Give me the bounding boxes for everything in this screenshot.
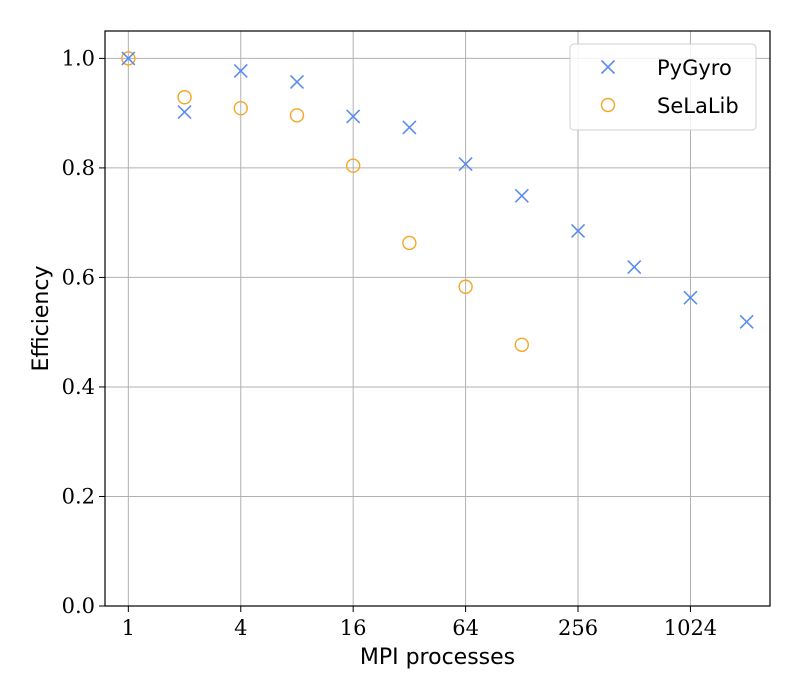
y-tick-label: 0.6 bbox=[62, 265, 95, 289]
legend: PyGyro SeLaLib bbox=[569, 43, 757, 131]
selalib-point bbox=[233, 101, 248, 116]
y-tick-label: 0.2 bbox=[62, 484, 95, 508]
pygyro-point bbox=[177, 104, 192, 120]
pygyro-point bbox=[514, 188, 529, 203]
pygyro-point bbox=[233, 63, 248, 79]
legend-selalib-marker bbox=[600, 97, 616, 113]
legend-pygyro-marker bbox=[600, 59, 616, 75]
x-tick-label: 16 bbox=[340, 616, 367, 640]
pygyro-point bbox=[683, 290, 698, 305]
x-tick-label: 64 bbox=[452, 616, 479, 640]
pygyro-point bbox=[570, 223, 586, 238]
y-axis-title: Efficiency bbox=[29, 266, 54, 372]
selalib-point bbox=[177, 90, 192, 105]
selalib-point bbox=[121, 51, 136, 66]
legend-pygyro-label: PyGyro bbox=[657, 56, 732, 80]
pygyro-point bbox=[739, 314, 754, 329]
selalib-point bbox=[402, 235, 417, 251]
data-marks bbox=[121, 51, 754, 352]
pygyro-point bbox=[627, 259, 642, 275]
x-tick-label: 1024 bbox=[664, 616, 717, 640]
selalib-point bbox=[289, 108, 305, 123]
y-tick-label: 0.0 bbox=[62, 594, 95, 618]
legend-selalib-label: SeLaLib bbox=[657, 94, 739, 118]
selalib-point bbox=[514, 337, 530, 352]
pygyro-point bbox=[402, 120, 417, 135]
x-tick-label: 256 bbox=[558, 616, 598, 640]
selalib-point bbox=[458, 279, 473, 294]
pygyro-point bbox=[458, 157, 473, 172]
y-tick-label: 0.8 bbox=[62, 156, 95, 180]
x-tick-label: 1 bbox=[122, 616, 135, 640]
x-tick-label: 4 bbox=[234, 616, 247, 640]
x-axis-title: MPI processes bbox=[360, 645, 515, 670]
plot-area-frame bbox=[104, 30, 771, 607]
y-tick-label: 1.0 bbox=[62, 46, 95, 70]
axis-ticks: 1 4 16 64 256 1024 0.0 0.2 0.4 0.6 0.8 1.0 bbox=[62, 46, 718, 640]
pygyro-point bbox=[121, 51, 136, 66]
legend-box bbox=[569, 43, 757, 131]
pygyro-point bbox=[346, 109, 361, 124]
y-tick-label: 0.4 bbox=[62, 375, 95, 399]
selalib-point bbox=[345, 158, 361, 173]
pygyro-point bbox=[289, 74, 305, 89]
